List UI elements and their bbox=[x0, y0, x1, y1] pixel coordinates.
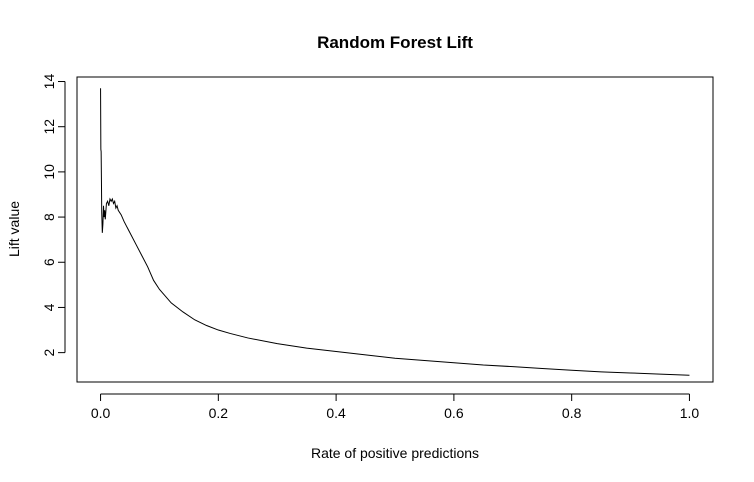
y-axis: 2 4 6 8 10 12 14 bbox=[41, 74, 66, 357]
x-tick-label: 0.0 bbox=[91, 405, 111, 421]
y-tick-label: 4 bbox=[41, 303, 57, 311]
x-tick-label: 0.2 bbox=[209, 405, 229, 421]
x-axis: 0.0 0.2 0.4 0.6 0.8 1.0 bbox=[91, 393, 700, 421]
y-tick-label: 12 bbox=[41, 119, 57, 135]
x-tick-label: 0.8 bbox=[562, 405, 582, 421]
y-tick-label: 14 bbox=[41, 74, 57, 90]
lift-curve-line bbox=[100, 88, 690, 376]
chart-title: Random Forest Lift bbox=[317, 33, 473, 52]
x-tick-label: 1.0 bbox=[680, 405, 700, 421]
y-tick-label: 2 bbox=[41, 349, 57, 357]
y-tick-label: 8 bbox=[41, 213, 57, 221]
y-tick-label: 6 bbox=[41, 258, 57, 266]
y-tick-label: 10 bbox=[41, 164, 57, 180]
y-axis-label: Lift value bbox=[6, 201, 22, 257]
x-tick-label: 0.6 bbox=[444, 405, 464, 421]
plot-frame bbox=[76, 76, 714, 383]
x-tick-label: 0.4 bbox=[326, 405, 346, 421]
series-layer bbox=[100, 88, 690, 376]
x-axis-label: Rate of positive predictions bbox=[311, 445, 479, 461]
